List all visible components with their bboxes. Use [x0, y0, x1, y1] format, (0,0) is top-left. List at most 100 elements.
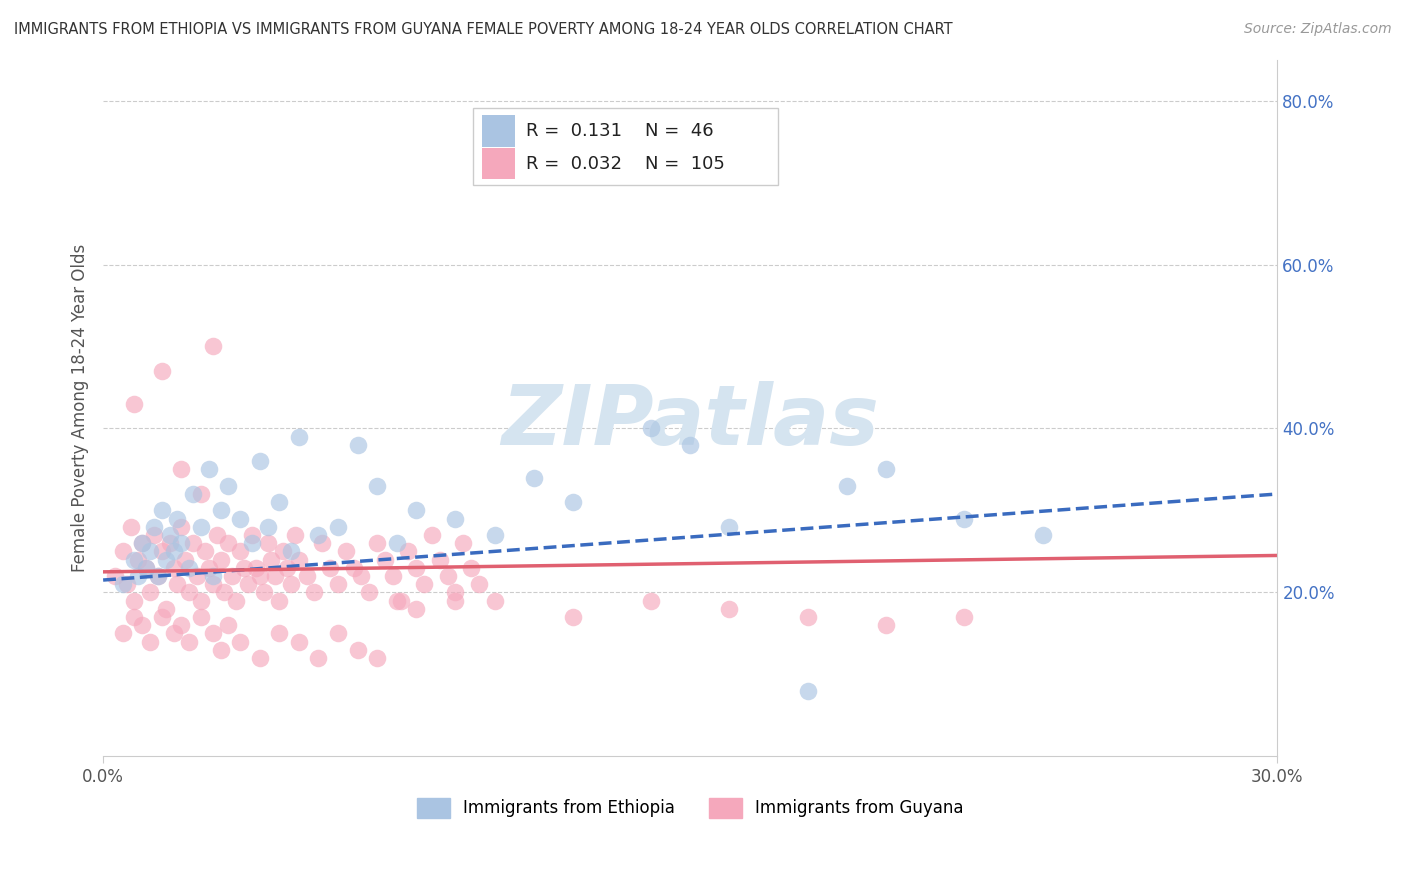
- Point: [343, 560, 366, 574]
- Point: [111, 577, 134, 591]
- Point: [264, 569, 287, 583]
- Point: [269, 593, 291, 607]
- Point: [240, 536, 263, 550]
- Point: [190, 520, 212, 534]
- Point: [217, 536, 239, 550]
- Point: [198, 560, 221, 574]
- Point: [162, 544, 184, 558]
- Point: [201, 577, 224, 591]
- Point: [640, 421, 662, 435]
- Point: [359, 585, 381, 599]
- Point: [413, 577, 436, 591]
- Point: [385, 593, 408, 607]
- Text: R =  0.032    N =  105: R = 0.032 N = 105: [526, 155, 724, 173]
- Point: [170, 520, 193, 534]
- Point: [288, 634, 311, 648]
- FancyBboxPatch shape: [472, 108, 779, 185]
- Point: [159, 536, 181, 550]
- Point: [181, 487, 204, 501]
- Point: [229, 544, 252, 558]
- Point: [143, 528, 166, 542]
- Point: [139, 585, 162, 599]
- Point: [284, 528, 307, 542]
- Point: [166, 511, 188, 525]
- Point: [166, 577, 188, 591]
- Point: [252, 585, 274, 599]
- Point: [124, 397, 146, 411]
- Point: [179, 585, 201, 599]
- Point: [217, 479, 239, 493]
- Point: [159, 528, 181, 542]
- Legend: Immigrants from Ethiopia, Immigrants from Guyana: Immigrants from Ethiopia, Immigrants fro…: [411, 791, 970, 824]
- Point: [875, 462, 897, 476]
- Point: [120, 520, 142, 534]
- Point: [444, 511, 467, 525]
- Point: [1031, 528, 1053, 542]
- Point: [249, 569, 271, 583]
- Point: [229, 511, 252, 525]
- Point: [389, 593, 412, 607]
- Point: [214, 585, 236, 599]
- Point: [124, 610, 146, 624]
- Point: [381, 569, 404, 583]
- Point: [233, 560, 256, 574]
- Point: [835, 479, 858, 493]
- Point: [429, 552, 451, 566]
- Point: [115, 577, 138, 591]
- Point: [271, 544, 294, 558]
- Point: [405, 560, 427, 574]
- Point: [131, 536, 153, 550]
- Point: [111, 544, 134, 558]
- Point: [307, 528, 329, 542]
- Point: [236, 577, 259, 591]
- Point: [104, 569, 127, 583]
- Point: [150, 544, 173, 558]
- Point: [875, 618, 897, 632]
- Point: [335, 544, 357, 558]
- Point: [190, 593, 212, 607]
- Point: [366, 536, 388, 550]
- Point: [150, 364, 173, 378]
- Point: [143, 520, 166, 534]
- Point: [198, 462, 221, 476]
- Point: [718, 601, 741, 615]
- Text: IMMIGRANTS FROM ETHIOPIA VS IMMIGRANTS FROM GUYANA FEMALE POVERTY AMONG 18-24 YE: IMMIGRANTS FROM ETHIOPIA VS IMMIGRANTS F…: [14, 22, 953, 37]
- Y-axis label: Female Poverty Among 18-24 Year Olds: Female Poverty Among 18-24 Year Olds: [72, 244, 89, 572]
- FancyBboxPatch shape: [482, 148, 515, 179]
- Point: [468, 577, 491, 591]
- Point: [679, 438, 702, 452]
- Point: [366, 479, 388, 493]
- Point: [201, 626, 224, 640]
- Point: [221, 569, 243, 583]
- Point: [181, 536, 204, 550]
- Text: Source: ZipAtlas.com: Source: ZipAtlas.com: [1244, 22, 1392, 37]
- Point: [139, 634, 162, 648]
- Point: [640, 593, 662, 607]
- Point: [162, 560, 184, 574]
- Point: [150, 503, 173, 517]
- Point: [451, 536, 474, 550]
- Point: [131, 618, 153, 632]
- Point: [523, 470, 546, 484]
- Point: [170, 536, 193, 550]
- Point: [269, 495, 291, 509]
- Point: [209, 552, 232, 566]
- Point: [150, 610, 173, 624]
- Point: [366, 651, 388, 665]
- Point: [111, 626, 134, 640]
- Point: [209, 503, 232, 517]
- Point: [229, 634, 252, 648]
- Point: [444, 585, 467, 599]
- Point: [796, 610, 818, 624]
- Point: [190, 487, 212, 501]
- Point: [260, 552, 283, 566]
- Point: [155, 552, 177, 566]
- Point: [484, 528, 506, 542]
- Point: [201, 569, 224, 583]
- Point: [124, 593, 146, 607]
- Point: [436, 569, 458, 583]
- Point: [205, 528, 228, 542]
- Point: [350, 569, 373, 583]
- Point: [561, 495, 583, 509]
- Point: [225, 593, 247, 607]
